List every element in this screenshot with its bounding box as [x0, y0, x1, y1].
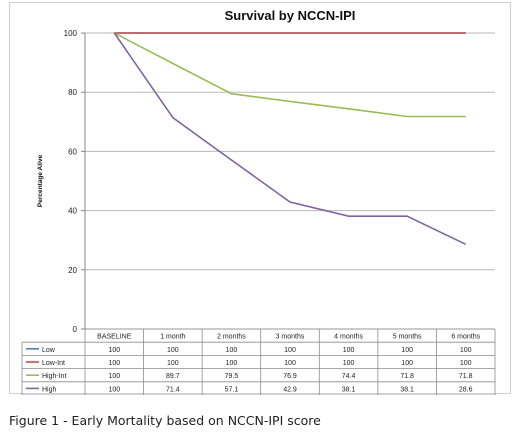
x-tick-label-4: 4 months: [334, 334, 363, 341]
data-label-high-int-3: 76.9: [283, 373, 297, 380]
data-label-high-6: 28.6: [459, 386, 473, 393]
x-tick-label-2: 2 months: [217, 334, 246, 341]
y-axis-label: Percentage Alive: [37, 155, 44, 208]
survival-line-chart: Survival by NCCN-IPI 0 20 40 60 80 100 Percenta…: [21, 8, 496, 395]
data-label-high-int-4: 74.4: [342, 373, 356, 380]
x-tick-label-5: 5 months: [393, 334, 422, 341]
data-label-high-0: 100: [108, 386, 120, 393]
data-label-low-int-4: 100: [343, 360, 355, 367]
data-label-low-int-2: 100: [226, 360, 238, 367]
data-label-high-1: 71.4: [166, 386, 180, 393]
chart-title: Survival by NCCN-IPI: [225, 8, 356, 23]
data-label-high-int-1: 89.7: [166, 373, 180, 380]
y-tick-label-100: 100: [64, 29, 78, 38]
x-tick-label-1: 1 month: [160, 334, 185, 341]
data-label-low-2: 100: [226, 347, 238, 354]
series-line-high-int: [113, 32, 466, 118]
x-tick-label-0: BASELINE: [97, 334, 132, 341]
chart-frame: Survival by NCCN-IPI 0 20 40 60 80 100 Percenta…: [9, 2, 511, 395]
data-label-low-int-5: 100: [401, 360, 413, 367]
data-label-high-3: 42.9: [283, 386, 297, 393]
data-label-high-int-0: 100: [108, 373, 120, 380]
legend-label-low-int: Low-Int: [42, 360, 65, 367]
y-tick-label-60: 60: [68, 147, 77, 156]
series-line-high: [113, 32, 467, 246]
data-label-low-0: 100: [108, 347, 120, 354]
x-tick-label-6: 6 months: [451, 334, 480, 341]
data-label-high-2: 57.1: [225, 386, 239, 393]
data-label-high-int-6: 71.8: [459, 373, 473, 380]
legend-label-high-int: High-Int: [42, 373, 67, 380]
data-label-low-4: 100: [343, 347, 355, 354]
data-label-low-3: 100: [284, 347, 296, 354]
y-tick-label-0: 0: [73, 325, 78, 334]
data-label-high-int-2: 79.5: [225, 373, 239, 380]
data-label-high-4: 38.1: [342, 386, 356, 393]
legend-label-low: Low: [42, 347, 56, 354]
data-label-low-int-1: 100: [167, 360, 179, 367]
data-label-low-6: 100: [460, 347, 472, 354]
data-label-low-int-6: 100: [460, 360, 472, 367]
data-label-low-int-3: 100: [284, 360, 296, 367]
data-label-high-5: 38.1: [400, 386, 414, 393]
y-tick-label-80: 80: [68, 88, 77, 97]
y-tick-label-40: 40: [68, 207, 77, 216]
data-label-low-1: 100: [167, 347, 179, 354]
data-label-high-int-5: 71.8: [400, 373, 414, 380]
legend-label-high: High: [42, 386, 57, 393]
figure-caption: Figure 1 - Early Mortality based on NCCN…: [9, 413, 321, 428]
data-label-low-5: 100: [401, 347, 413, 354]
data-label-low-int-0: 100: [108, 360, 120, 367]
x-tick-label-3: 3 months: [276, 334, 305, 341]
y-tick-label-20: 20: [68, 266, 77, 275]
